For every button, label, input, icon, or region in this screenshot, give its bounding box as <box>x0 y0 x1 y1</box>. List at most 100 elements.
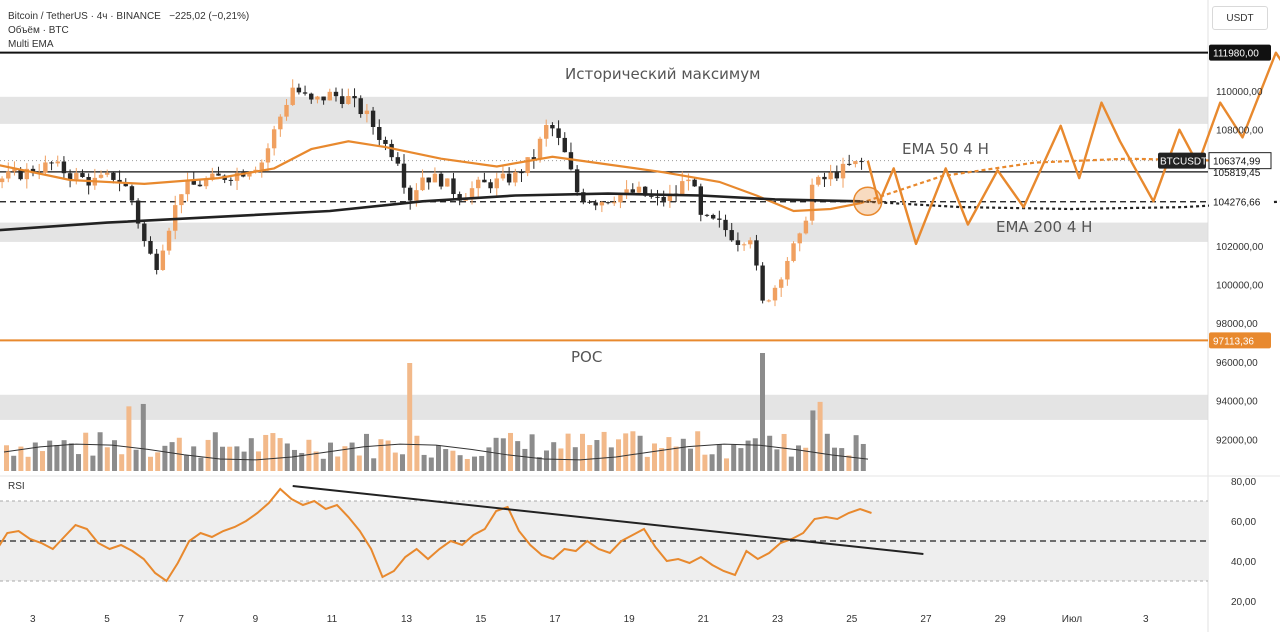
candle-body <box>445 178 450 187</box>
candle-body <box>179 194 184 206</box>
candle-body <box>778 279 784 288</box>
symbol-line[interactable]: Bitcoin / TetherUS · 4ч · BINANCE −225,0… <box>8 10 249 24</box>
volume-bar <box>616 439 621 471</box>
volume-bar <box>853 435 859 471</box>
volume-bar <box>724 458 729 471</box>
candle-body <box>748 240 753 245</box>
volume-bar <box>320 458 326 471</box>
rsi-line <box>0 487 872 583</box>
candle-body <box>840 163 846 179</box>
volume-bar <box>601 431 607 471</box>
volume-bar <box>97 432 103 471</box>
volume-bar <box>680 438 686 471</box>
candle-body <box>692 179 697 187</box>
volume-bar <box>364 433 369 471</box>
volume-bar <box>371 458 377 471</box>
volume-bar <box>169 442 175 471</box>
volume-bar <box>695 431 701 471</box>
rsi-axis-tick: 20,00 <box>1231 597 1256 608</box>
candle-body <box>0 178 5 183</box>
time-axis-tick: 5 <box>104 614 110 625</box>
candle-body <box>228 179 234 181</box>
symbol-title[interactable]: Bitcoin / TetherUS · 4ч · BINANCE <box>8 11 161 22</box>
volume-bar <box>817 401 823 471</box>
candle-body <box>803 220 809 234</box>
time-axis-tick: 15 <box>475 614 487 625</box>
candle-body <box>624 189 629 196</box>
volume-bar <box>212 432 218 471</box>
candle-body <box>30 168 36 174</box>
candle-body <box>519 172 524 174</box>
candle-body <box>12 169 17 172</box>
volume-bar <box>241 451 247 471</box>
price-change: −225,02 (−0,21%) <box>169 11 250 22</box>
candle-body <box>723 219 728 231</box>
volume-bar <box>486 447 492 471</box>
candle-body <box>123 183 128 187</box>
candle-body <box>315 96 320 100</box>
ema200-line <box>0 192 861 232</box>
currency-unit-button[interactable]: USDT <box>1212 6 1268 30</box>
candle-body <box>537 138 543 160</box>
volume-bar <box>421 454 427 471</box>
candle-body <box>216 173 221 176</box>
time-axis-tick: 13 <box>401 614 413 625</box>
volume-bar <box>565 433 571 471</box>
candle-body <box>642 186 648 196</box>
candle-body <box>822 176 827 180</box>
volume-bar <box>551 442 557 471</box>
rsi-axis-tick: 40,00 <box>1231 557 1256 568</box>
volume-bar <box>4 445 9 471</box>
price-axis-tick: 102000,00 <box>1216 242 1264 253</box>
candle-body <box>469 188 475 198</box>
candle-body <box>599 202 605 206</box>
candle-body <box>605 202 611 204</box>
candle-body <box>61 161 67 174</box>
volume-bar <box>623 433 629 471</box>
candle-body <box>754 240 759 266</box>
time-axis-tick: 29 <box>995 614 1007 625</box>
candle-body <box>853 161 858 165</box>
candle-body <box>154 253 159 270</box>
volume-bar <box>493 437 499 471</box>
multi-ema-indicator-label[interactable]: Multi EMA <box>8 39 54 50</box>
candle-body <box>809 184 815 221</box>
candle-body <box>284 104 289 117</box>
volume-bar <box>860 443 866 471</box>
volume-bar <box>270 433 276 471</box>
candle-body <box>321 96 326 101</box>
volume-indicator-label[interactable]: Объём · BTC <box>8 25 69 36</box>
rsi-indicator-label[interactable]: RSI <box>8 481 25 492</box>
candle-body <box>377 126 382 140</box>
candle-body <box>729 230 734 241</box>
candle-body <box>612 202 617 204</box>
candle-body <box>581 192 586 202</box>
volume-bar <box>832 447 837 471</box>
candle-body <box>191 180 196 185</box>
candle-body <box>290 87 295 105</box>
volume-bar <box>760 353 765 471</box>
time-axis-tick: 7 <box>178 614 184 625</box>
candle-body <box>185 180 190 195</box>
candle-body <box>24 168 30 180</box>
volume-bar <box>796 445 801 471</box>
candle-body <box>364 110 370 115</box>
support-resistance-zone <box>0 394 1208 420</box>
candle-body <box>6 171 11 179</box>
candle-body <box>760 265 765 301</box>
volume-bar <box>781 433 787 471</box>
volume-bar <box>400 454 405 471</box>
candle-body <box>587 201 592 203</box>
candle-body <box>680 181 685 195</box>
volume-bar <box>356 455 362 471</box>
volume-bar <box>673 446 679 471</box>
candle-body <box>630 189 635 193</box>
candle-body <box>49 162 54 164</box>
candle-body <box>661 196 666 201</box>
candle-body <box>197 184 203 187</box>
candle-body <box>494 178 499 189</box>
volume-bar <box>155 452 161 471</box>
candle-body <box>333 91 339 97</box>
volume-bar <box>234 446 240 471</box>
